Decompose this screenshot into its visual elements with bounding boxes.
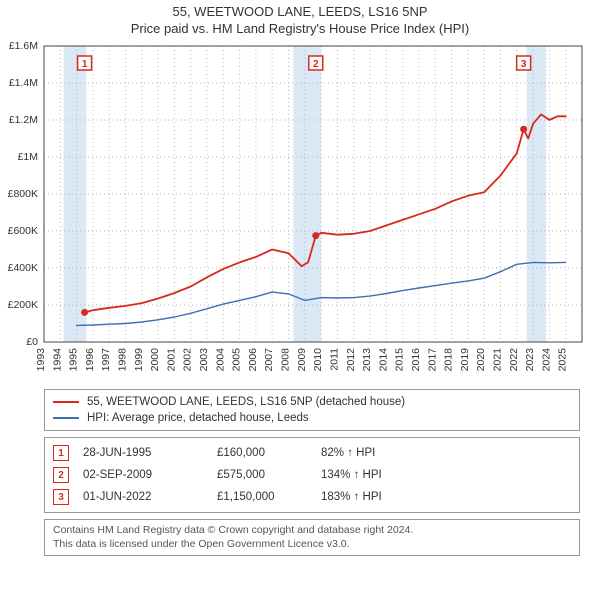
event-dot — [312, 232, 319, 239]
x-tick-label: 2012 — [345, 348, 357, 372]
y-tick-label: £400K — [8, 262, 38, 274]
transaction-date: 01-JUN-2022 — [83, 491, 203, 503]
transaction-delta: 82% ↑ HPI — [321, 447, 375, 459]
x-tick-label: 2009 — [296, 348, 308, 372]
event-badge-number: 3 — [521, 59, 527, 70]
price-chart: £0 £200K £400K £600K £800K £1M £1.2M £1.4M £1.6M… — [0, 40, 600, 380]
credit-line-2: This data is licensed under the Open Gov… — [53, 538, 571, 552]
transaction-badge: 1 — [53, 445, 69, 461]
y-tick-label: £600K — [8, 225, 38, 237]
x-tick-label: 2014 — [377, 348, 389, 372]
x-tick-label: 2013 — [361, 348, 373, 372]
transaction-date: 28-JUN-1995 — [83, 447, 203, 459]
x-tick-label: 1998 — [117, 348, 129, 372]
transaction-price: £160,000 — [217, 447, 307, 459]
event-dot — [81, 309, 88, 316]
event-badge-number: 1 — [82, 59, 88, 70]
chart-area: £0 £200K £400K £600K £800K £1M £1.2M £1.4M £1.6M… — [0, 40, 600, 383]
y-tick-label: £1.6M — [9, 40, 38, 52]
series-property — [85, 114, 566, 312]
y-tick-label: £1M — [18, 151, 38, 163]
recession-band — [64, 46, 87, 342]
transactions-box: 1 28-JUN-1995 £160,000 82% ↑ HPI 2 02-SEP-200… — [44, 437, 580, 513]
x-tick-label: 2017 — [426, 348, 438, 372]
x-tick-label: 2022 — [508, 348, 520, 372]
x-tick-label: 2010 — [312, 348, 324, 372]
x-tick-label: 2018 — [443, 348, 455, 372]
transaction-delta: 134% ↑ HPI — [321, 469, 382, 481]
event-dot — [520, 126, 527, 133]
title-line-1: 55, WEETWOOD LANE, LEEDS, LS16 5NP — [0, 4, 600, 19]
legend-label: HPI: Average price, detached house, Leed… — [87, 412, 309, 424]
legend-box: 55, WEETWOOD LANE, LEEDS, LS16 5NP (deta… — [44, 389, 580, 431]
credit-line-1: Contains HM Land Registry data © Crown c… — [53, 524, 571, 538]
x-tick-label: 2024 — [540, 348, 552, 372]
x-tick-label: 2008 — [280, 348, 292, 372]
y-tick-label: £1.2M — [9, 114, 38, 126]
x-tick-label: 2011 — [328, 348, 340, 371]
y-tick-label: £800K — [8, 188, 38, 200]
legend-swatch — [53, 401, 79, 403]
transaction-price: £575,000 — [217, 469, 307, 481]
x-tick-label: 2005 — [231, 348, 243, 372]
transaction-price: £1,150,000 — [217, 491, 307, 503]
x-tick-label: 2007 — [263, 348, 275, 372]
x-tick-label: 2023 — [524, 348, 536, 372]
transaction-row: 1 28-JUN-1995 £160,000 82% ↑ HPI — [53, 442, 571, 464]
x-tick-label: 1994 — [51, 348, 63, 372]
x-tick-label: 2000 — [149, 348, 161, 372]
x-tick-label: 2015 — [394, 348, 406, 372]
event-badge-number: 2 — [313, 59, 319, 70]
x-tick-label: 2006 — [247, 348, 259, 372]
legend-label: 55, WEETWOOD LANE, LEEDS, LS16 5NP (deta… — [87, 396, 405, 408]
transaction-badge: 3 — [53, 489, 69, 505]
transaction-delta: 183% ↑ HPI — [321, 491, 382, 503]
x-tick-label: 2001 — [165, 348, 177, 372]
x-tick-label: 2021 — [491, 348, 503, 372]
legend-row: 55, WEETWOOD LANE, LEEDS, LS16 5NP (deta… — [53, 394, 571, 410]
x-tick-label: 1996 — [84, 348, 96, 372]
x-tick-label: 1995 — [68, 348, 80, 372]
legend-swatch — [53, 417, 79, 419]
x-tick-label: 2019 — [459, 348, 471, 372]
x-tick-label: 2016 — [410, 348, 422, 372]
y-tick-label: £1.4M — [9, 77, 38, 89]
y-tick-label: £0 — [26, 336, 38, 348]
transaction-badge: 2 — [53, 467, 69, 483]
transaction-row: 3 01-JUN-2022 £1,150,000 183% ↑ HPI — [53, 486, 571, 508]
x-tick-label: 2002 — [182, 348, 194, 372]
title-block: 55, WEETWOOD LANE, LEEDS, LS16 5NP Price… — [0, 0, 600, 36]
transaction-row: 2 02-SEP-2009 £575,000 134% ↑ HPI — [53, 464, 571, 486]
y-tick-label: £200K — [8, 299, 38, 311]
x-tick-label: 2020 — [475, 348, 487, 372]
x-tick-label: 1999 — [133, 348, 145, 372]
x-tick-label: 1997 — [100, 348, 112, 372]
x-tick-label: 2003 — [198, 348, 210, 372]
title-line-2: Price paid vs. HM Land Registry's House … — [0, 21, 600, 36]
x-tick-label: 2004 — [214, 348, 226, 372]
legend-row: HPI: Average price, detached house, Leed… — [53, 410, 571, 426]
transaction-date: 02-SEP-2009 — [83, 469, 203, 481]
credit-box: Contains HM Land Registry data © Crown c… — [44, 519, 580, 556]
x-tick-label: 2025 — [557, 348, 569, 372]
x-tick-label: 1993 — [35, 348, 47, 372]
